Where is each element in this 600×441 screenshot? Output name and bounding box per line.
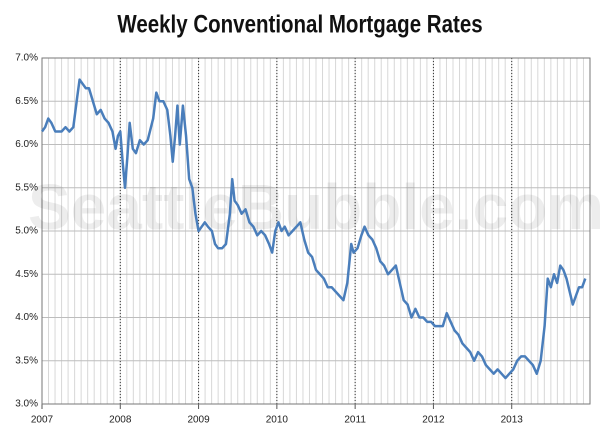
y-tick-label: 3.5%: [15, 355, 38, 366]
y-tick-label: 4.0%: [15, 312, 38, 323]
y-tick-label: 6.5%: [15, 96, 38, 107]
x-tick-label: 2011: [344, 415, 366, 426]
chart-title: Weekly Conventional Mortgage Rates: [117, 10, 482, 38]
y-tick-label: 5.5%: [15, 182, 38, 193]
y-tick-label: 6.0%: [15, 139, 38, 150]
x-tick-label: 2009: [187, 415, 210, 426]
y-tick-label: 5.0%: [15, 226, 38, 237]
plot-frame: [41, 57, 591, 405]
x-tick-label: 2007: [31, 415, 54, 426]
y-tick-label: 4.5%: [15, 269, 38, 280]
x-tick-label: 2010: [266, 415, 289, 426]
y-tick-label: 7.0%: [15, 53, 38, 64]
x-tick-label: 2012: [422, 415, 445, 426]
x-tick-label: 2008: [109, 415, 132, 426]
x-tick-label: 2013: [501, 415, 524, 426]
y-tick-label: 3.0%: [15, 399, 38, 410]
rate-line: [40, 78, 587, 380]
watermark: SeattleBubble.com: [28, 171, 600, 243]
